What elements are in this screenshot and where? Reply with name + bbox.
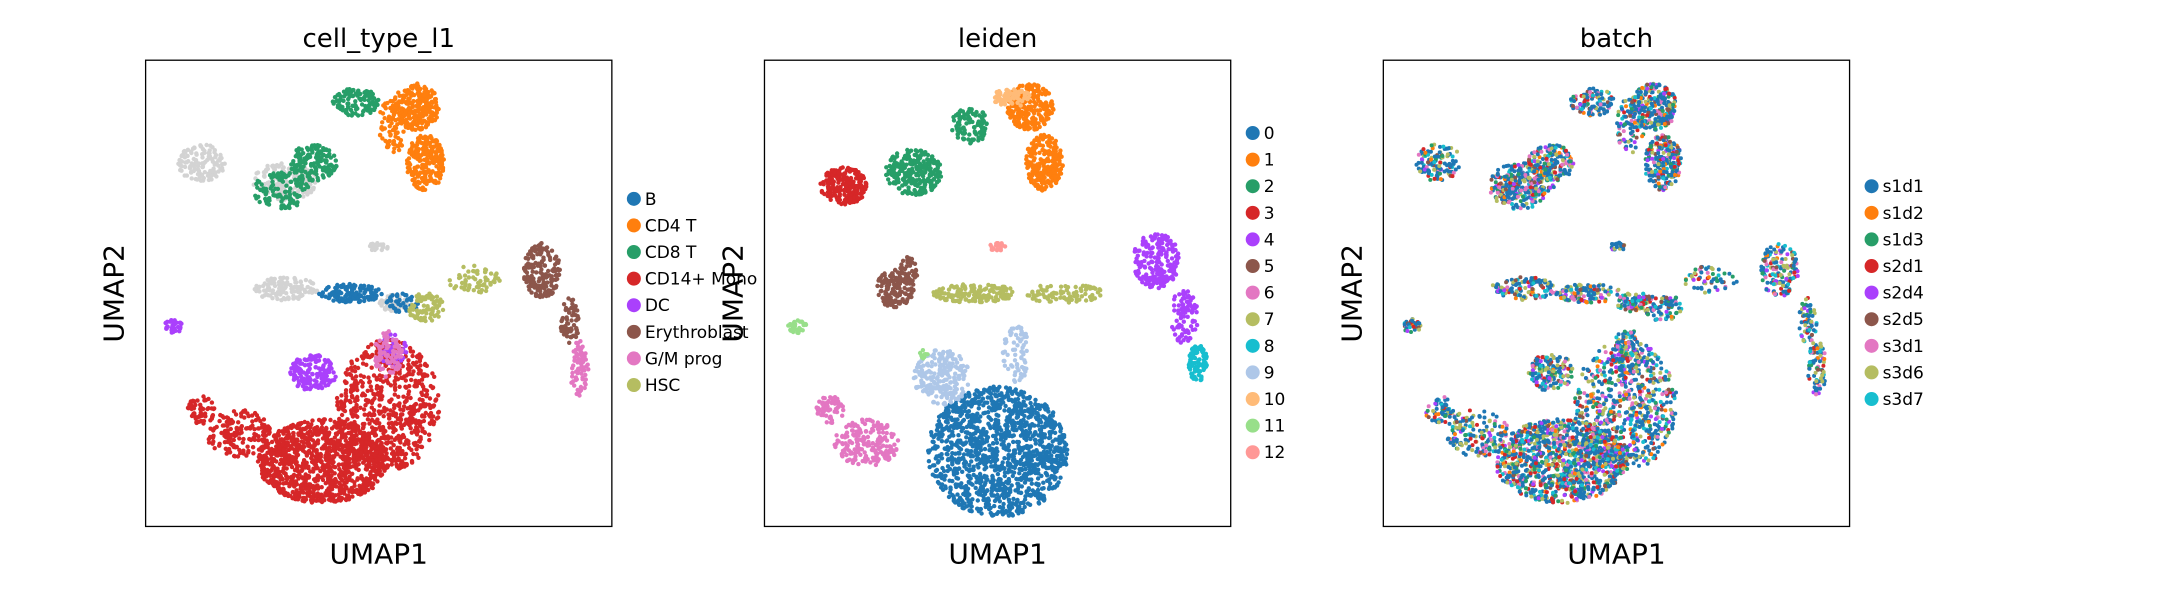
legend-label: CD14+ Mono [645,270,757,290]
legend-marker [1864,232,1879,247]
legend-label: G/M prog [645,349,723,369]
legend-marker [1245,285,1260,300]
legend-marker [626,271,641,286]
y-axis-label: UMAP2 [716,244,749,343]
legend-marker [1245,365,1260,380]
legend-marker [1245,205,1260,220]
legend-marker [1245,232,1260,247]
legend-label: B [645,190,657,210]
legend-label: 11 [1264,417,1286,437]
legend-label: 10 [1264,390,1286,410]
legend-label: CD4 T [645,216,697,236]
y-axis-label: UMAP2 [98,244,131,343]
legend-label: 3 [1264,204,1275,224]
legend-marker [1245,338,1260,353]
legend-marker [626,191,641,206]
legend-marker [1864,285,1879,300]
legend-marker [626,324,641,339]
plot-frame [1382,59,1851,528]
legend: s1d1 s1d2 s1d3 s2d1 s2d4 s2d5 s3d1 s3d6 s3d7 [1864,177,1924,410]
legend-marker [1864,259,1879,274]
legend-label: s2d5 [1883,310,1924,330]
legend-label: s2d1 [1883,257,1924,277]
legend-label: 2 [1264,177,1275,197]
legend-marker [1864,205,1879,220]
scatter-points [163,81,591,505]
legend-label: s3d7 [1883,390,1924,410]
legend-marker [1245,445,1260,460]
legend-marker [1245,392,1260,407]
legend-label: 12 [1264,443,1286,463]
legend-label: 7 [1264,310,1275,330]
legend-label: 9 [1264,363,1275,383]
scatter-points [1402,81,1827,505]
umap-panel-1: cell_type_l1 UMAP1 UMAP2 B CD4 T CD8 T CD14+ M… [98,24,758,570]
legend-marker [1864,179,1879,194]
legend-marker [626,298,641,313]
legend-marker [1245,312,1260,327]
legend-label: 8 [1264,337,1275,357]
legend-label: 6 [1264,284,1275,304]
legend-label: s2d4 [1883,284,1924,304]
legend-label: s1d3 [1883,230,1924,250]
legend-marker [1864,338,1879,353]
legend-label: 4 [1264,230,1275,250]
legend-label: CD8 T [645,243,697,263]
legend-label: 1 [1264,151,1275,171]
legend: B CD4 T CD8 T CD14+ Mono DC Erythroblast G/M p… [626,190,757,396]
x-axis-label: UMAP1 [1567,537,1666,570]
legend-label: HSC [645,376,680,396]
legend-label: s1d1 [1883,177,1924,197]
legend-marker [626,378,641,393]
legend-marker [626,245,641,260]
panel-title: leiden [958,24,1037,54]
legend-label: s3d6 [1883,363,1924,383]
legend-marker [1245,418,1260,433]
legend-marker [1245,259,1260,274]
legend-marker [1864,365,1879,380]
plot-frame [763,59,1232,528]
x-axis-label: UMAP1 [329,537,428,570]
scatter-points [786,82,1209,518]
legend-marker [626,351,641,366]
umap-panel-3: batchUMAP1UMAP2s1d1s1d2s1d3s2d1s2d4s2d5s… [1335,24,1924,570]
legend-marker [1245,126,1260,141]
legend-marker [626,218,641,233]
legend-marker [1864,312,1879,327]
legend-label: DC [645,296,670,316]
legend-label: Erythroblast [645,323,749,343]
y-axis-label: UMAP2 [1335,244,1368,343]
legend-marker [1864,392,1879,407]
x-axis-label: UMAP1 [948,537,1047,570]
legend-label: s3d1 [1883,337,1924,357]
legend-label: s1d2 [1883,204,1924,224]
legend-marker [1245,179,1260,194]
legend-label: 5 [1264,257,1275,277]
panel-title: batch [1580,24,1653,54]
plot-frame [144,59,613,528]
legend-label: 0 [1264,124,1275,144]
panel-title: cell_type_l1 [302,24,455,54]
legend-marker [1245,152,1260,167]
